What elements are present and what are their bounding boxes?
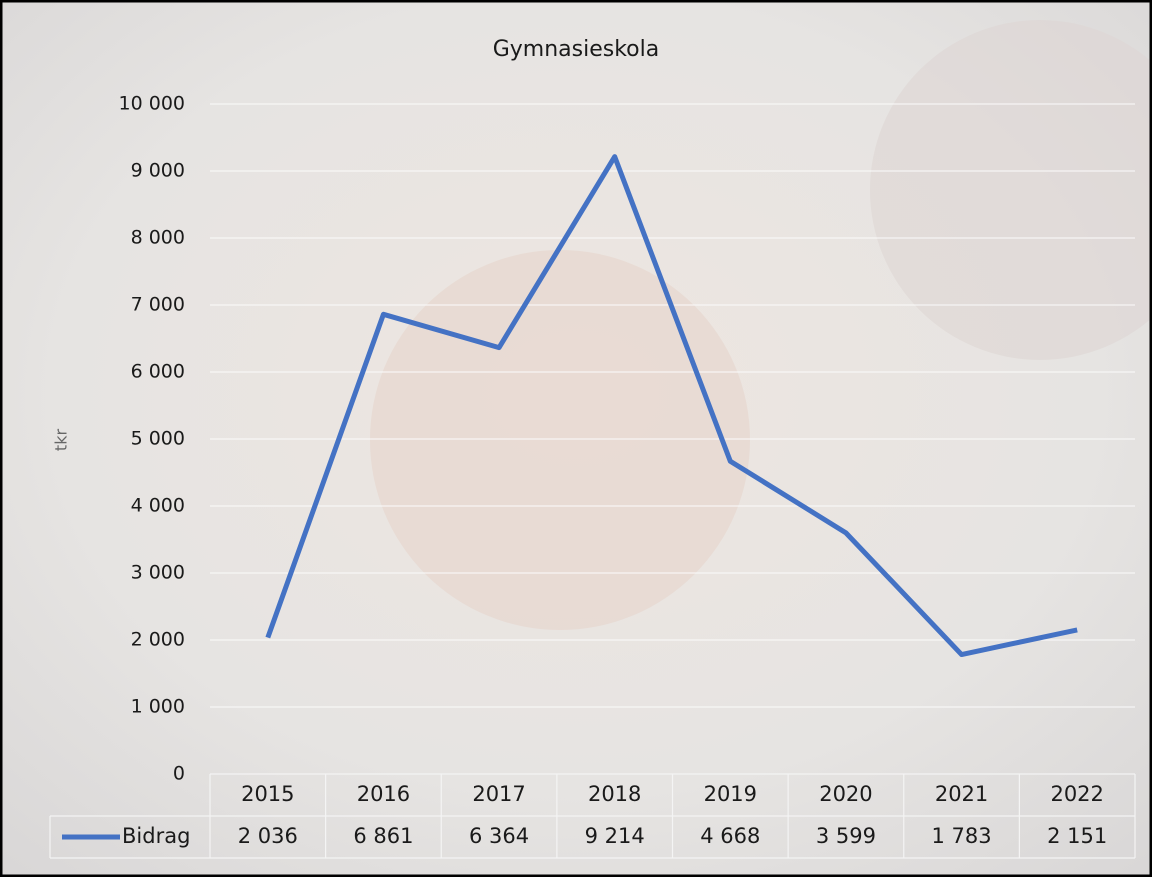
y-tick-label: 7 000 <box>131 294 185 316</box>
table-value: 3 599 <box>816 824 876 848</box>
y-tick-label: 0 <box>173 763 185 785</box>
y-tick-label: 4 000 <box>131 495 185 517</box>
x-tick-label: 2015 <box>241 782 294 806</box>
table-value: 6 364 <box>469 824 529 848</box>
table-value: 2 151 <box>1047 824 1107 848</box>
y-axis-label: tkr <box>52 429 71 452</box>
x-tick-label: 2019 <box>704 782 757 806</box>
y-tick-label: 2 000 <box>131 629 185 651</box>
y-tick-label: 1 000 <box>131 696 185 718</box>
x-tick-label: 2016 <box>357 782 410 806</box>
table-value: 2 036 <box>238 824 298 848</box>
y-tick-label: 9 000 <box>131 160 185 182</box>
table-value: 6 861 <box>353 824 413 848</box>
table-value: 4 668 <box>700 824 760 848</box>
x-tick-label: 2020 <box>819 782 872 806</box>
x-tick-label: 2021 <box>935 782 988 806</box>
y-tick-label: 5 000 <box>131 428 185 450</box>
y-tick-label: 10 000 <box>119 93 185 115</box>
x-tick-label: 2017 <box>472 782 525 806</box>
table-value: 9 214 <box>585 824 645 848</box>
legend-label: Bidrag <box>122 824 190 848</box>
y-tick-label: 3 000 <box>131 562 185 584</box>
chart-title: Gymnasieskola <box>493 37 660 62</box>
x-tick-label: 2018 <box>588 782 641 806</box>
y-tick-label: 6 000 <box>131 361 185 383</box>
page: Gymnasieskola tkr 0 1 000 2 000 3 000 4 000 5… <box>0 0 1152 877</box>
table-value: 1 783 <box>932 824 992 848</box>
chart: Gymnasieskola tkr 0 1 000 2 000 3 000 4 000 5… <box>0 0 1152 877</box>
x-tick-label: 2022 <box>1050 782 1103 806</box>
y-tick-label: 8 000 <box>131 227 185 249</box>
